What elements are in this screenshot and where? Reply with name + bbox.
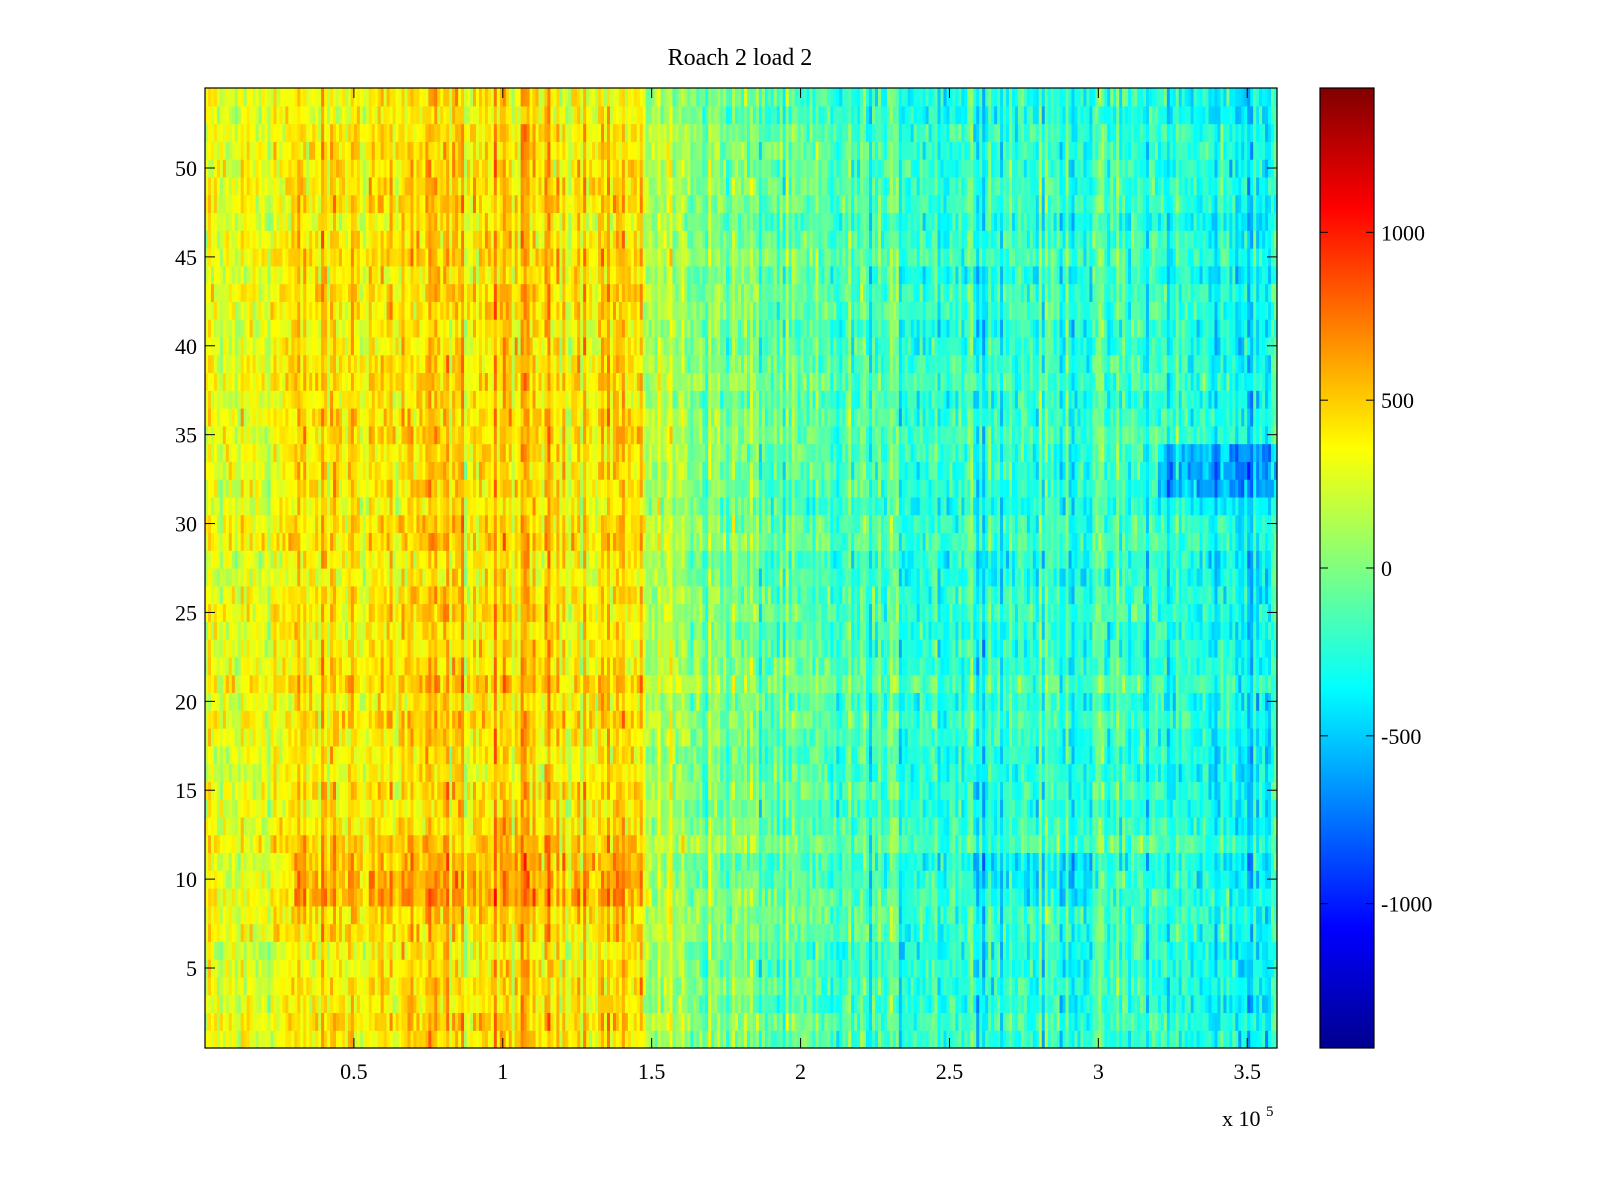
chart-title: Roach 2 load 2 bbox=[668, 45, 813, 71]
heatmap-cells bbox=[205, 88, 1278, 1049]
